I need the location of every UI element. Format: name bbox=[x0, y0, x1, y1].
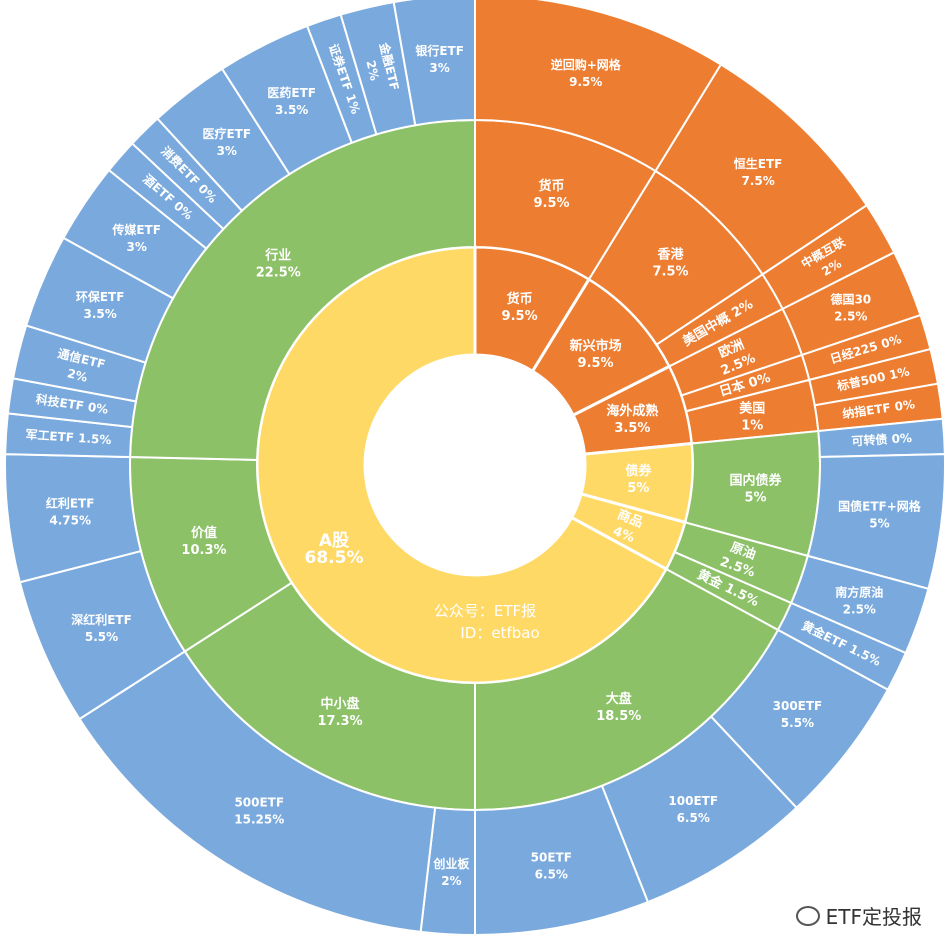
label-银行ETF: 银行ETF 3% bbox=[415, 43, 464, 75]
label-新兴市场: 新兴市场 9.5% bbox=[570, 337, 622, 370]
label-德国30: 德国30 2.5% bbox=[830, 291, 871, 323]
label-恒生ETF: 恒生ETF 7.5% bbox=[734, 155, 783, 187]
watermark: ETF定投报 bbox=[795, 901, 922, 930]
label-A股: A股 68.5% bbox=[305, 531, 364, 568]
label-深红利ETF: 深红利ETF 5.5% bbox=[71, 612, 132, 644]
label-逆回购+网格: 逆回购+网格 9.5% bbox=[551, 56, 622, 88]
label-南方原油: 南方原油 2.5% bbox=[835, 584, 883, 616]
label-中小盘: 中小盘 17.3% bbox=[318, 696, 363, 729]
label-货币: 货币 9.5% bbox=[502, 291, 538, 324]
center-note-line: 公众号：ETF报 bbox=[434, 602, 536, 620]
label-行业: 行业 22.5% bbox=[256, 247, 301, 280]
label-50ETF: 50ETF 6.5% bbox=[531, 850, 572, 881]
label-医药ETF: 医药ETF 3.5% bbox=[267, 85, 316, 117]
label-国债ETF+网格: 国债ETF+网格 5% bbox=[838, 498, 922, 530]
label-可转债: 可转债 0% bbox=[851, 430, 912, 449]
label-300ETF: 300ETF 5.5% bbox=[773, 699, 823, 730]
label-美国: 美国 1% bbox=[739, 400, 765, 433]
center-note-line: ID：etfbao bbox=[460, 624, 539, 642]
label-海外成熟: 海外成熟 3.5% bbox=[606, 403, 658, 436]
label-大盘: 大盘 18.5% bbox=[596, 690, 641, 723]
watermark-text: ETF定投报 bbox=[825, 905, 922, 929]
label-创业板: 创业板 2% bbox=[432, 855, 470, 887]
label-医疗ETF: 医疗ETF 3% bbox=[202, 125, 251, 157]
label-100ETF: 100ETF 6.5% bbox=[668, 794, 718, 825]
label-500ETF: 500ETF 15.25% bbox=[234, 795, 284, 826]
label-货币: 货币 9.5% bbox=[533, 178, 569, 211]
slice-银行ETF[interactable] bbox=[392, 0, 476, 127]
label-香港: 香港 7.5% bbox=[653, 246, 689, 279]
label-债券: 债券 5% bbox=[625, 462, 652, 495]
label-价值: 价值 10.3% bbox=[181, 525, 226, 558]
wechat-icon bbox=[795, 905, 820, 926]
label-军工ETF: 军工ETF 1.5% bbox=[25, 427, 112, 448]
label-环保ETF: 环保ETF 3.5% bbox=[76, 289, 125, 321]
label-传媒ETF: 传媒ETF 3% bbox=[111, 221, 161, 253]
label-国内债券: 国内债券 5% bbox=[729, 472, 782, 505]
label-红利ETF: 红利ETF 4.75% bbox=[46, 495, 95, 527]
